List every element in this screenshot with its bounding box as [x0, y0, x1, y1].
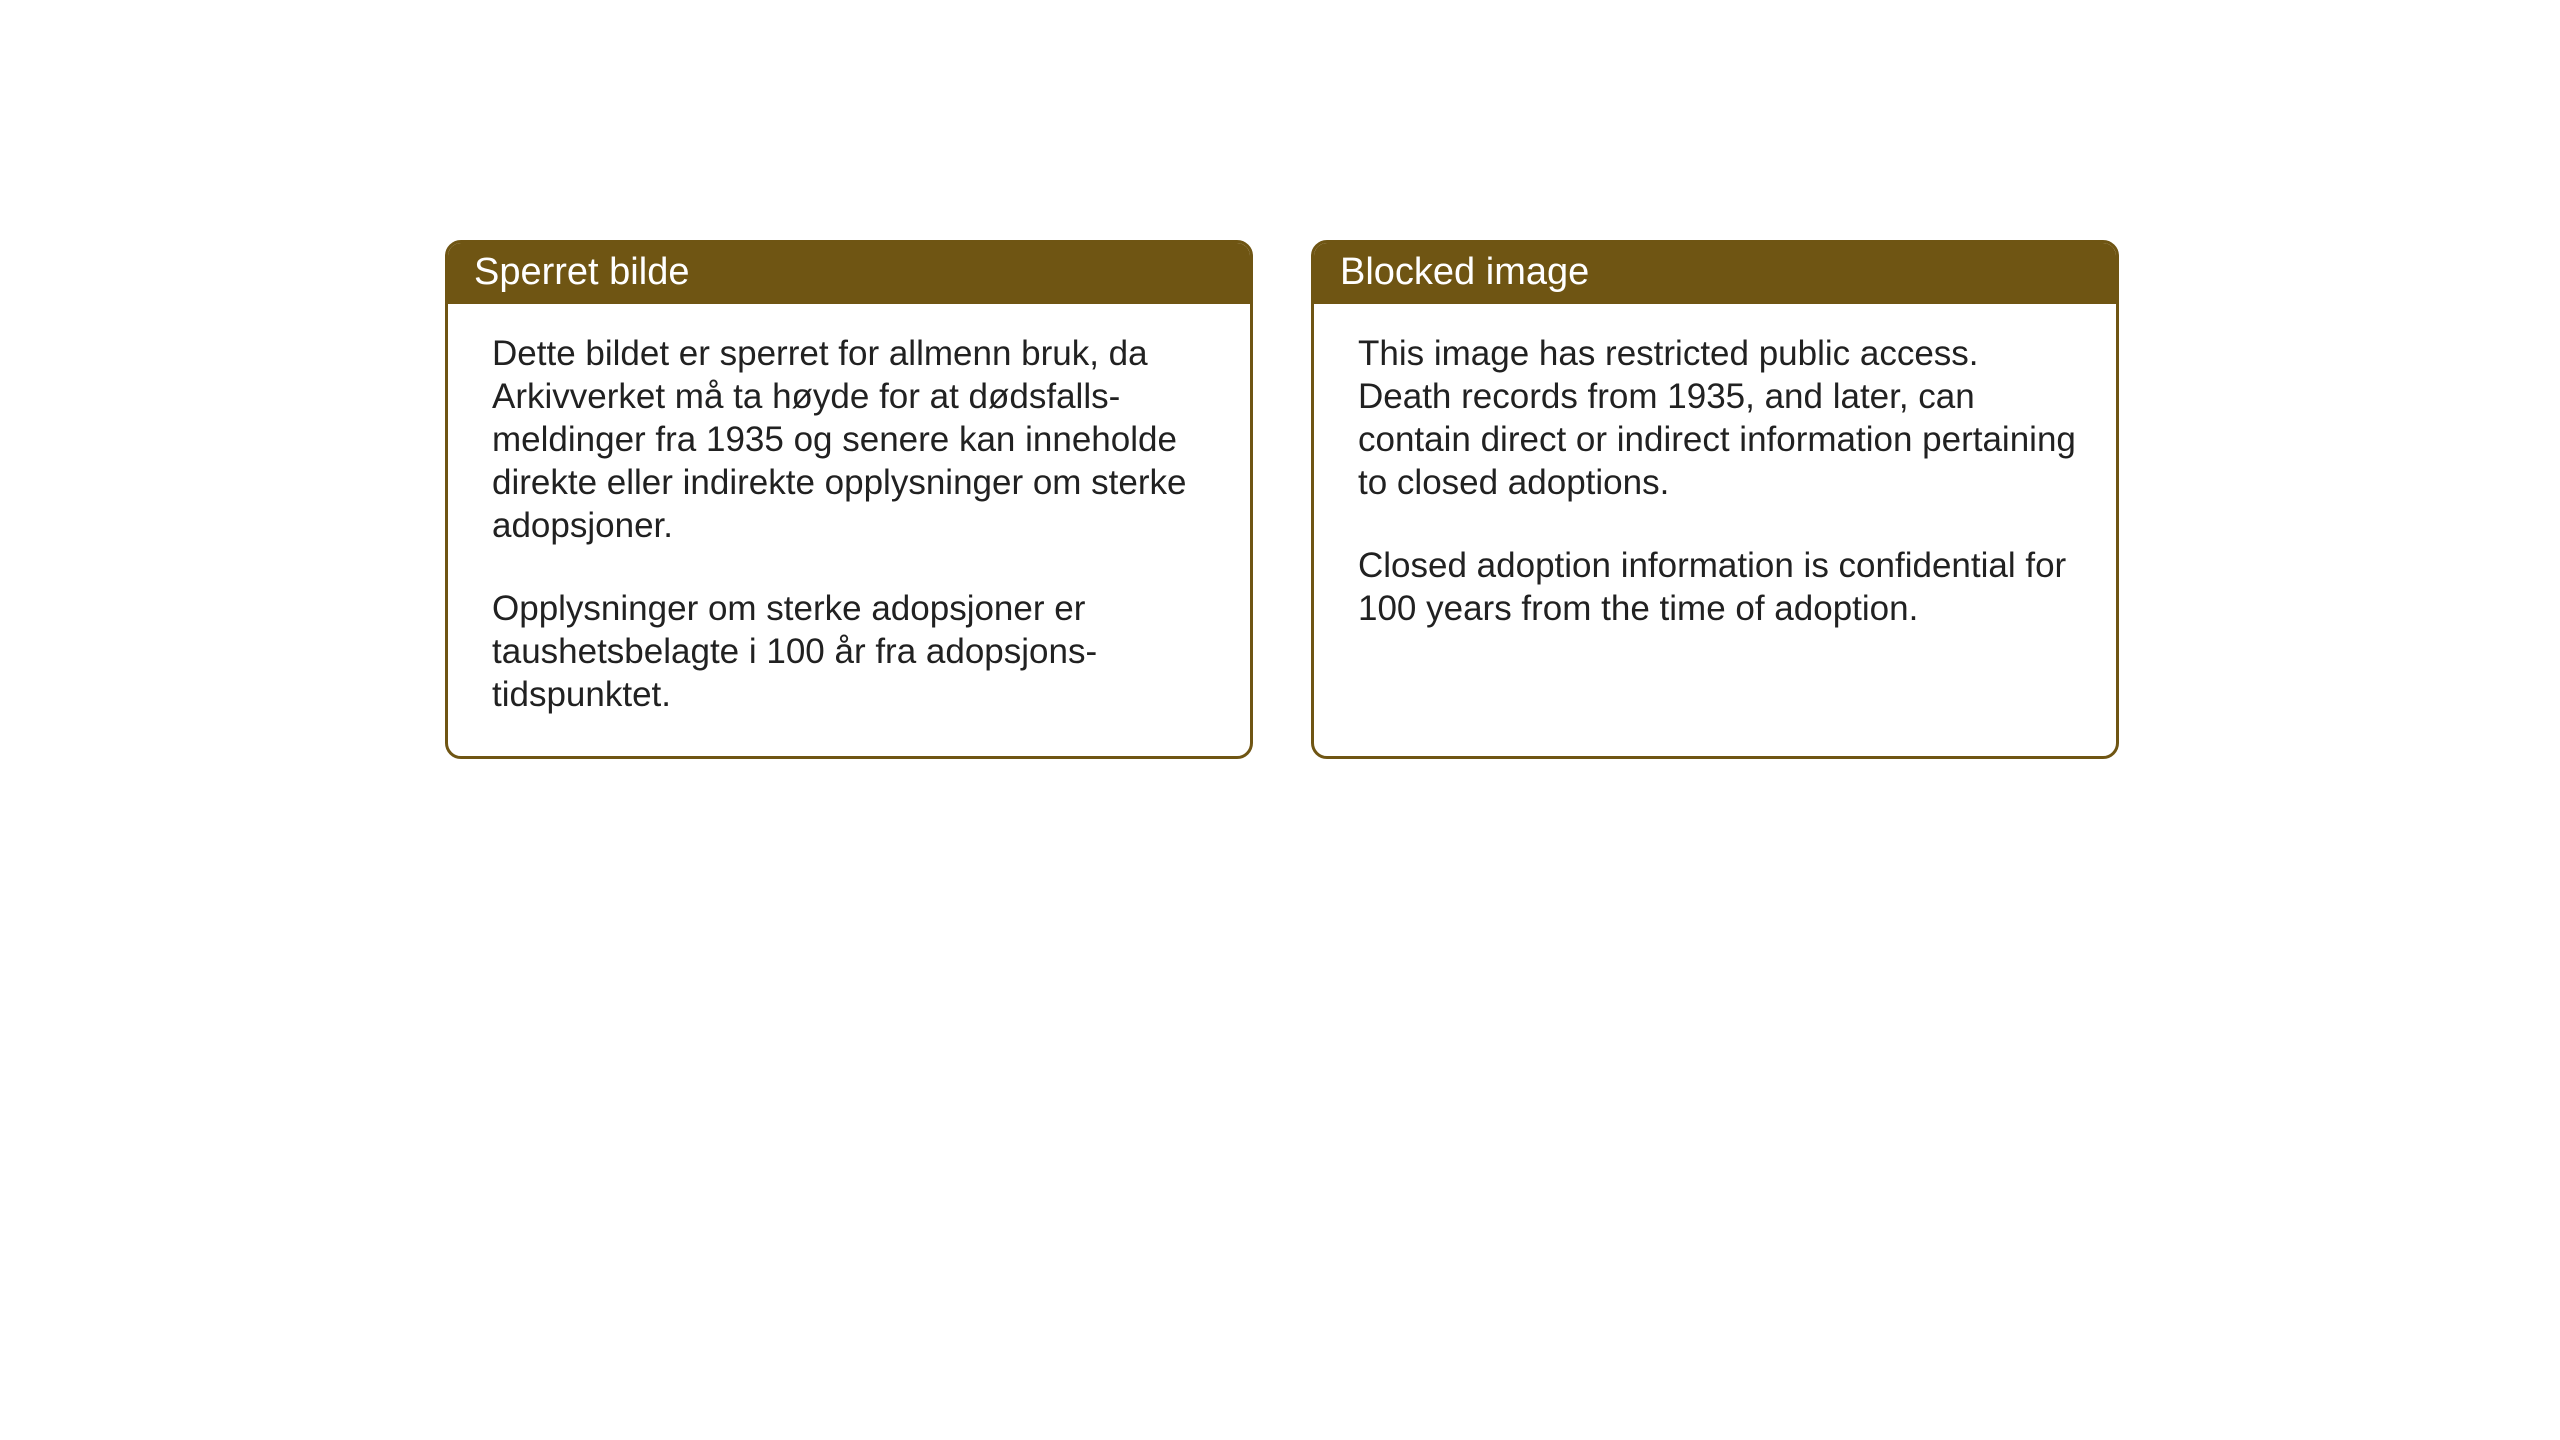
notice-container: Sperret bilde Dette bildet er sperret fo…: [445, 240, 2119, 759]
card-body-english: This image has restricted public access.…: [1314, 304, 2116, 670]
card-header-english: Blocked image: [1314, 243, 2116, 304]
card-title-english: Blocked image: [1340, 251, 1589, 293]
paragraph-english-1: This image has restricted public access.…: [1358, 332, 2076, 504]
notice-card-english: Blocked image This image has restricted …: [1311, 240, 2119, 759]
card-header-norwegian: Sperret bilde: [448, 243, 1250, 304]
notice-card-norwegian: Sperret bilde Dette bildet er sperret fo…: [445, 240, 1253, 759]
paragraph-english-2: Closed adoption information is confident…: [1358, 544, 2076, 630]
card-title-norwegian: Sperret bilde: [474, 251, 689, 293]
paragraph-norwegian-1: Dette bildet er sperret for allmenn bruk…: [492, 332, 1210, 547]
card-body-norwegian: Dette bildet er sperret for allmenn bruk…: [448, 304, 1250, 756]
paragraph-norwegian-2: Opplysninger om sterke adopsjoner er tau…: [492, 587, 1210, 716]
